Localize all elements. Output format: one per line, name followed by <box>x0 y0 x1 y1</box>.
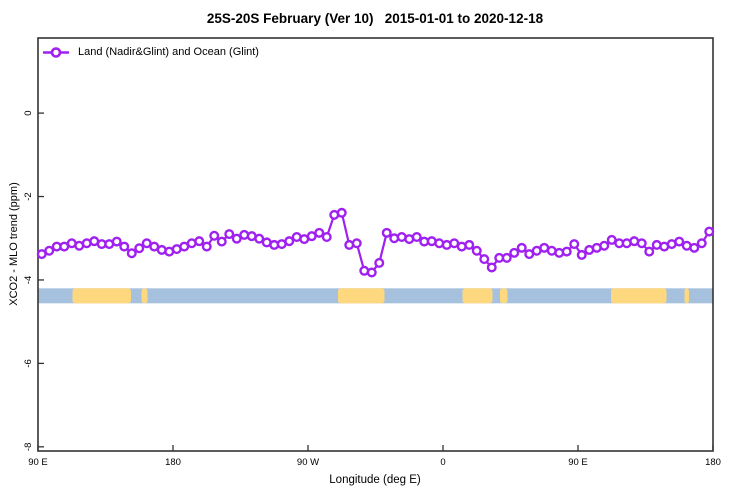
data-point-marker <box>516 242 527 253</box>
data-point-marker <box>201 241 212 252</box>
data-point-marker <box>509 247 520 258</box>
data-point-marker <box>381 227 392 238</box>
data-point-marker <box>314 227 325 238</box>
plot-border <box>37 37 714 452</box>
map-band-land-segment <box>684 288 689 304</box>
data-point-marker <box>636 238 647 249</box>
map-band-land-segment <box>611 288 667 304</box>
data-point-marker <box>479 254 490 265</box>
data-point-marker <box>194 236 205 247</box>
data-point-marker <box>486 262 497 273</box>
x-tick-label: 180 <box>165 457 181 468</box>
data-point-marker <box>44 245 55 256</box>
x-tick-label: 180 <box>705 457 721 468</box>
data-point-marker <box>569 239 580 250</box>
data-point-marker <box>696 238 707 249</box>
data-point-marker <box>471 245 482 256</box>
map-band-land-segment <box>72 288 131 304</box>
data-point-marker <box>561 246 572 257</box>
legend-marker-icon <box>50 47 62 58</box>
y-tick-label: -4 <box>23 276 34 284</box>
legend-label: Land (Nadir&Glint) and Ocean (Glint) <box>78 46 259 58</box>
data-point-marker <box>254 233 265 244</box>
data-point-marker <box>576 249 587 260</box>
data-point-marker <box>336 207 347 218</box>
data-point-marker <box>644 246 655 257</box>
data-point-marker <box>224 229 235 240</box>
map-band-land-segment <box>500 288 508 304</box>
data-point-marker <box>321 231 332 242</box>
data-point-marker <box>464 239 475 250</box>
y-tick-label: -6 <box>23 359 34 367</box>
x-tick-label: 90 W <box>297 457 319 468</box>
data-point-marker <box>599 240 610 251</box>
y-tick-label: 0 <box>23 110 34 115</box>
y-tick-label: -2 <box>23 192 34 200</box>
data-point-marker <box>209 230 220 241</box>
map-band-land-segment <box>338 288 385 304</box>
data-point-marker <box>411 231 422 242</box>
data-point-marker <box>119 241 130 252</box>
y-tick-label: -8 <box>23 443 34 451</box>
data-point-marker <box>134 243 145 254</box>
chart-title: 25S-20S February (Ver 10) 2015-01-01 to … <box>206 11 544 26</box>
data-point-marker <box>126 248 137 259</box>
map-band-land-segment <box>141 288 148 304</box>
data-point-marker <box>501 252 512 263</box>
x-tick-label: 90 E <box>28 457 48 468</box>
x-tick-label: 90 E <box>568 457 588 468</box>
data-point-marker <box>216 236 227 247</box>
data-point-marker <box>689 242 700 253</box>
data-point-marker <box>704 226 715 237</box>
data-point-marker <box>374 257 385 268</box>
map-band-land-segment <box>462 288 493 304</box>
data-point-marker <box>366 267 377 278</box>
x-axis-label: Longitude (deg E) <box>329 474 421 486</box>
data-point-marker <box>111 236 122 247</box>
data-point-marker <box>674 236 685 247</box>
data-point-marker <box>284 236 295 247</box>
data-point-marker <box>351 238 362 249</box>
x-tick-label: 0 <box>440 457 445 468</box>
data-point-marker <box>231 233 242 244</box>
